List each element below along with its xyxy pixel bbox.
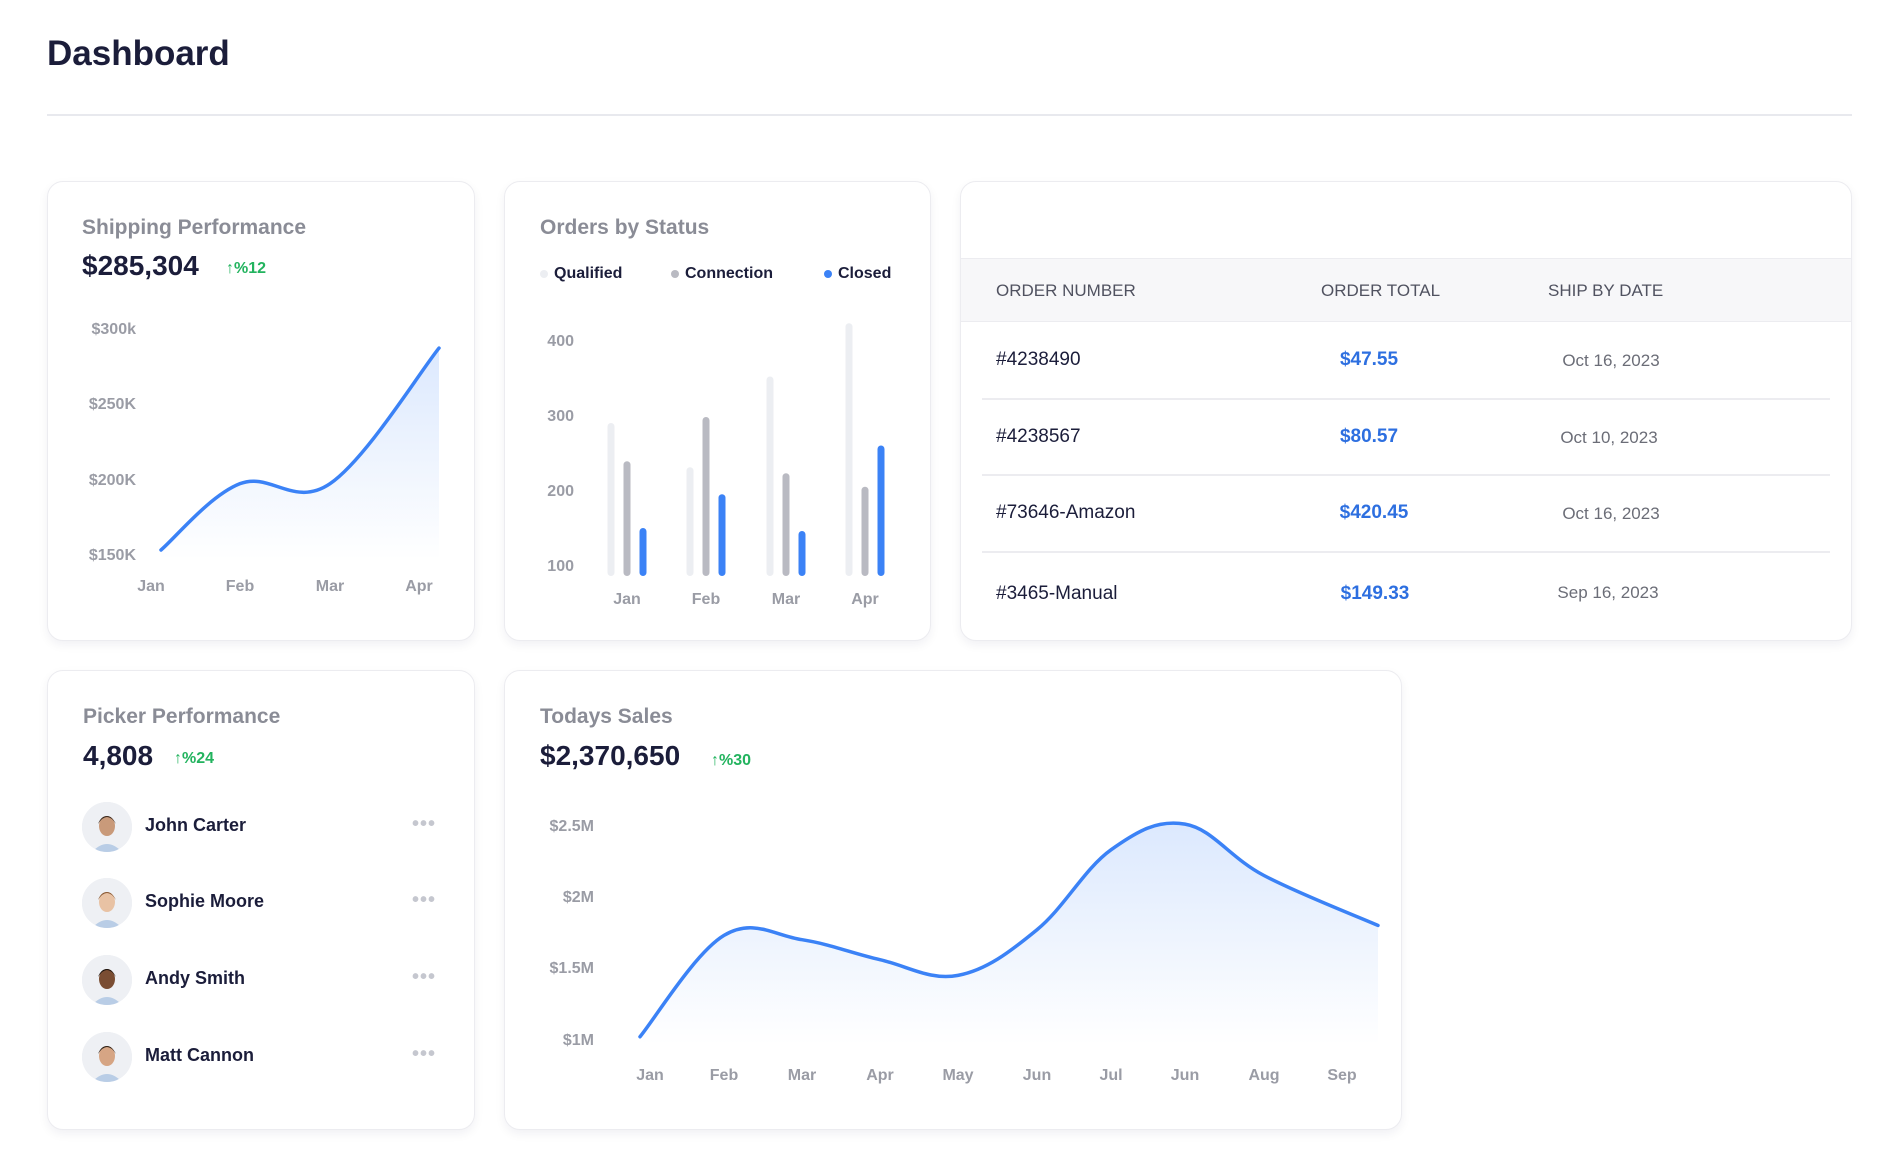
avatar: [82, 878, 132, 928]
ellipsis-icon[interactable]: •••: [412, 889, 437, 911]
y-tick: 100: [547, 558, 574, 575]
ellipsis-icon[interactable]: •••: [412, 966, 437, 988]
order-number[interactable]: #4238490: [996, 349, 1081, 370]
y-tick: 200: [547, 483, 574, 500]
legend-item-connection: Connection: [671, 265, 773, 283]
column-header-order-total[interactable]: ORDER TOTAL: [1321, 281, 1441, 300]
y-tick: $300k: [91, 321, 137, 338]
ship-by-date: Sep 16, 2023: [1557, 583, 1659, 602]
y-tick: $250K: [88, 396, 136, 413]
x-tick: Mar: [771, 591, 801, 608]
x-tick: May: [942, 1067, 974, 1084]
header-divider: [47, 114, 1852, 116]
y-tick: 300: [547, 408, 574, 425]
x-tick: Jan: [613, 591, 641, 608]
person-name: Andy Smith: [145, 968, 246, 988]
avatar: [82, 955, 132, 1005]
orders-table-card: [960, 181, 1852, 641]
card-value: $285,304: [82, 250, 199, 281]
ship-by-date: Oct 10, 2023: [1560, 428, 1658, 447]
table-header: ORDER NUMBER ORDER TOTAL SHIP BY DATE: [961, 258, 1851, 322]
x-tick: Apr: [851, 591, 879, 608]
delta-badge: ↑%12: [226, 260, 266, 278]
card-title: Picker Performance: [83, 705, 281, 728]
x-tick: Feb: [225, 578, 255, 595]
legend-dot: [671, 270, 679, 278]
legend-item-qualified: Qualified: [540, 265, 622, 283]
x-tick: Jul: [1099, 1067, 1123, 1084]
y-tick: $2M: [562, 889, 594, 906]
x-tick: Jun: [1170, 1067, 1200, 1084]
card-value: 4,808: [83, 740, 154, 771]
orders-by-status-card: [504, 181, 931, 641]
ship-by-date: Oct 16, 2023: [1562, 504, 1660, 523]
card-title: Shipping Performance: [82, 216, 307, 239]
legend-label: Connection: [685, 265, 773, 282]
legend-dot: [824, 270, 832, 278]
order-total: $420.45: [1339, 502, 1409, 523]
y-tick: 400: [547, 333, 574, 350]
y-tick: $1M: [562, 1032, 594, 1049]
ellipsis-icon[interactable]: •••: [412, 813, 437, 835]
todays-sales-card: [504, 670, 1402, 1130]
order-total: $80.57: [1339, 426, 1399, 447]
x-tick: Mar: [315, 578, 345, 595]
arrow-up-icon: ↑: [174, 750, 182, 767]
ship-by-date: Oct 16, 2023: [1562, 351, 1660, 370]
delta-value: %30: [719, 752, 752, 769]
delta-value: %12: [234, 260, 267, 277]
x-tick: Jun: [1022, 1067, 1052, 1084]
card-title: Orders by Status: [540, 216, 710, 239]
order-number[interactable]: #3465-Manual: [996, 583, 1118, 604]
column-header-order-number[interactable]: ORDER NUMBER: [996, 281, 1136, 300]
x-tick: Jan: [137, 578, 165, 595]
x-tick: Mar: [787, 1067, 817, 1084]
delta-badge: ↑%24: [174, 750, 214, 768]
x-tick: Aug: [1248, 1067, 1280, 1084]
page-title: Dashboard: [47, 34, 230, 73]
person-name: John Carter: [145, 815, 247, 835]
x-tick: Apr: [866, 1067, 894, 1084]
card-value: $2,370,650: [540, 740, 681, 771]
order-number[interactable]: #73646-Amazon: [996, 502, 1136, 523]
x-tick: Sep: [1327, 1067, 1357, 1084]
legend-label: Closed: [838, 265, 892, 282]
legend-dot: [540, 270, 548, 278]
order-number[interactable]: #4238567: [996, 426, 1081, 447]
person-name: Sophie Moore: [145, 891, 265, 911]
legend-item-closed: Closed: [824, 265, 891, 283]
avatar: [82, 1032, 132, 1082]
row-divider: [982, 474, 1830, 476]
y-tick: $1.5M: [549, 960, 594, 977]
ellipsis-icon[interactable]: •••: [412, 1043, 437, 1065]
row-divider: [982, 398, 1830, 400]
y-tick: $200K: [88, 472, 136, 489]
x-tick: Apr: [405, 578, 433, 595]
y-tick: $150K: [88, 547, 136, 564]
arrow-up-icon: ↑: [711, 752, 719, 769]
column-header-ship-by-date[interactable]: SHIP BY DATE: [1548, 281, 1664, 300]
delta-badge: ↑%30: [711, 752, 751, 770]
avatar: [82, 802, 132, 852]
row-divider: [982, 551, 1830, 553]
card-title: Todays Sales: [540, 705, 673, 728]
x-tick: Jan: [636, 1067, 664, 1084]
order-total: $47.55: [1339, 349, 1399, 370]
legend-label: Qualified: [554, 265, 623, 282]
x-tick: Feb: [691, 591, 721, 608]
arrow-up-icon: ↑: [226, 260, 234, 277]
x-tick: Feb: [709, 1067, 739, 1084]
person-name: Matt Cannon: [145, 1045, 254, 1065]
order-total: $149.33: [1340, 583, 1410, 604]
y-tick: $2.5M: [549, 818, 594, 835]
delta-value: %24: [182, 750, 215, 767]
